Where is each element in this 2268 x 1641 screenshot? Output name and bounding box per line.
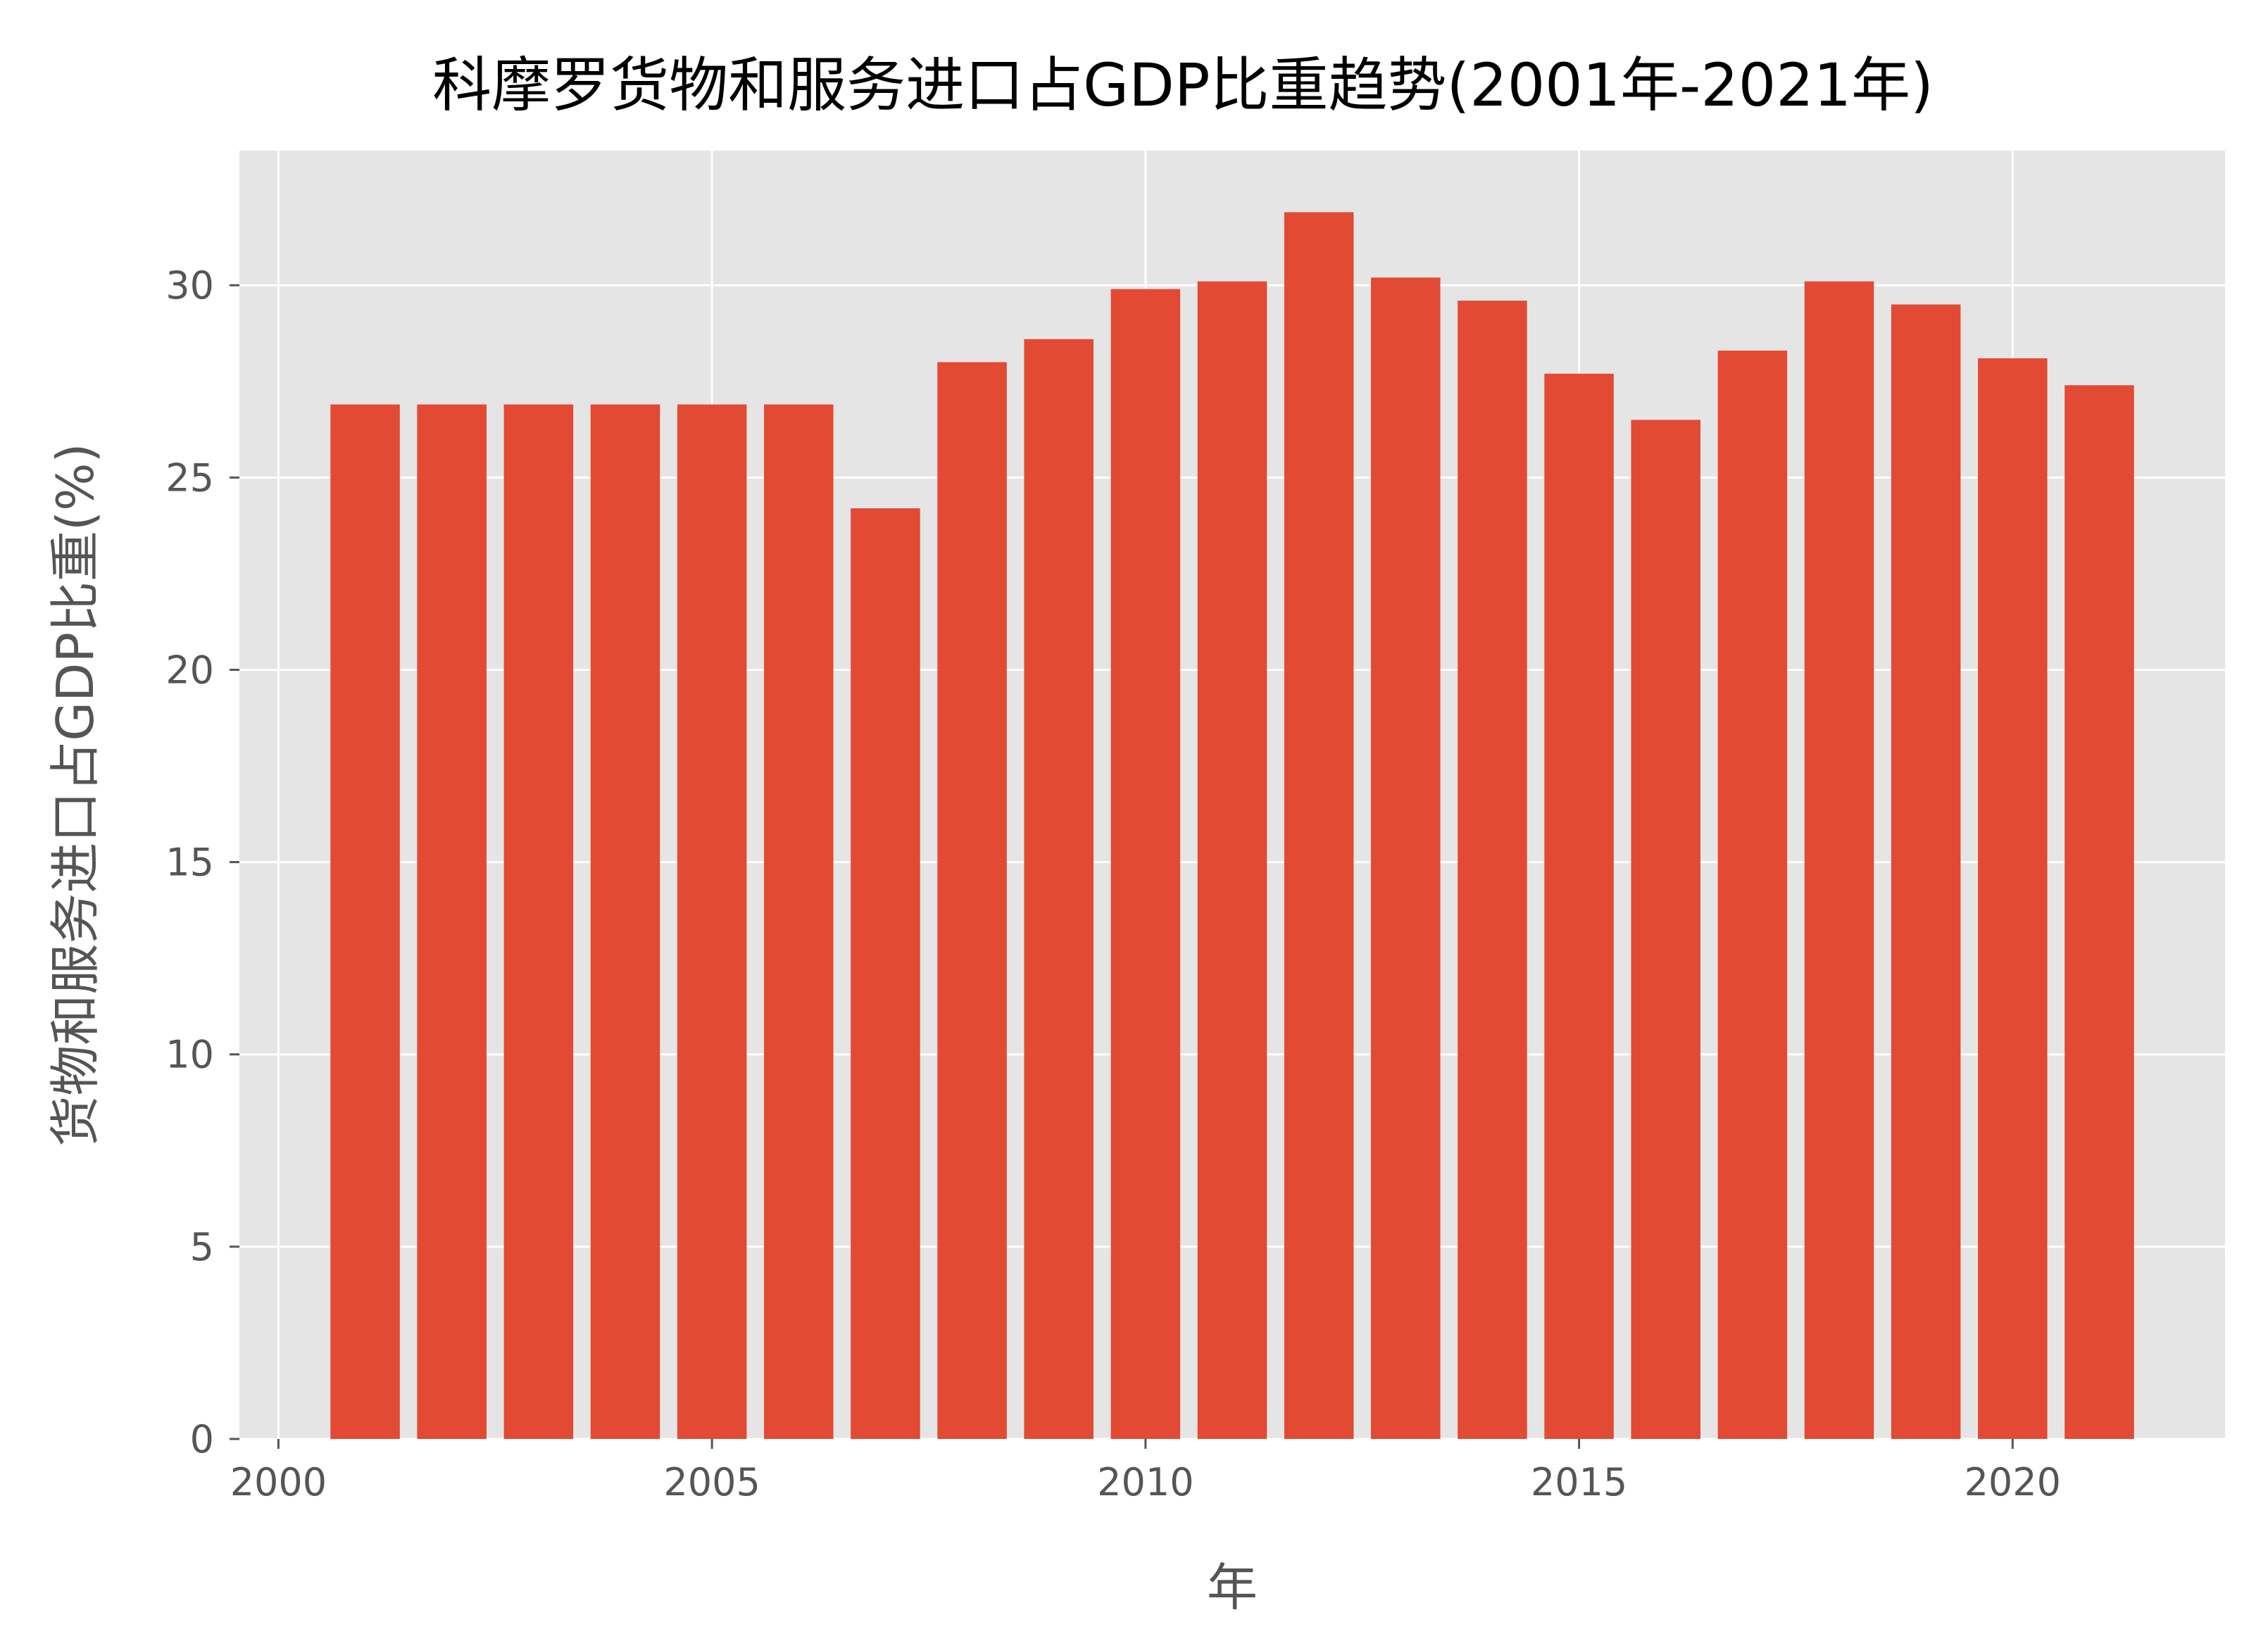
x-tick-label: 2015 [1531,1460,1627,1504]
y-tick-label: 20 [165,648,214,692]
bar-2014 [1458,301,1527,1439]
y-tick-label: 0 [190,1417,214,1461]
bar-2016 [1631,420,1700,1439]
x-tick-label: 2005 [663,1460,760,1504]
bar-2013 [1371,277,1441,1439]
y-tick-label: 30 [165,263,214,308]
x-axis-label: 年 [1207,1558,1258,1617]
bar-2004 [590,404,660,1439]
y-tick-label: 15 [165,841,214,885]
x-tick-label: 2000 [230,1460,327,1504]
bar-2015 [1544,373,1614,1439]
y-tick-label: 25 [165,455,214,500]
y-tick-label: 5 [190,1225,214,1269]
bar-2010 [1110,289,1181,1439]
chart-title: 科摩罗货物和服务进口占GDP比重趋势(2001年-2021年) [432,51,1934,120]
y-axis-label: 货物和服务进口占GDP比重(%) [46,443,105,1146]
bar-2009 [1024,339,1094,1439]
bar-2011 [1197,281,1267,1440]
axis-ticks: 2000 2005 2010 2015 2020 0 5 10 15 20 25 30 [165,263,2061,1504]
bar-2020 [1978,358,2048,1439]
bar-2003 [503,404,574,1439]
bar-2006 [764,404,834,1439]
bar-2008 [937,362,1007,1439]
bar-2012 [1284,212,1354,1440]
x-tick-label: 2020 [1965,1460,2061,1504]
bar-2021 [2065,385,2134,1439]
bar-2002 [417,404,487,1439]
bars [330,212,2134,1440]
bar-2007 [851,508,920,1440]
bar-2018 [1804,281,1874,1440]
bar-2019 [1891,304,1961,1440]
bar-2005 [677,404,747,1439]
x-tick-label: 2010 [1097,1460,1193,1504]
bar-2001 [330,404,400,1439]
y-tick-label: 10 [165,1033,214,1077]
bar-2017 [1717,351,1788,1439]
